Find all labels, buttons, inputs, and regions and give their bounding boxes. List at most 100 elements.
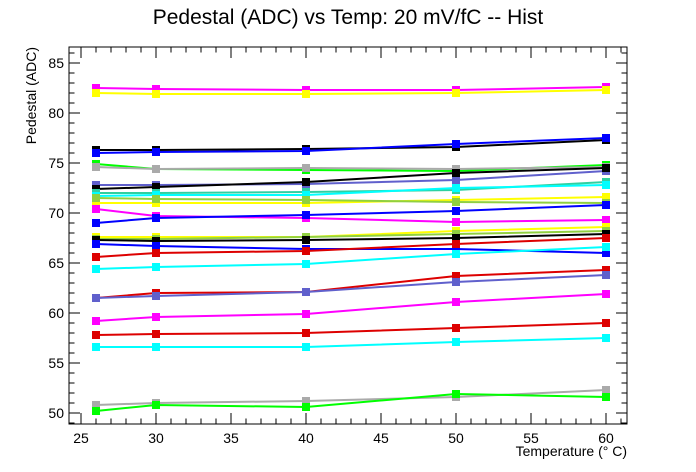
data-point <box>152 242 160 250</box>
series-23 <box>92 290 610 325</box>
data-point <box>602 201 610 209</box>
data-point <box>452 140 460 148</box>
data-point <box>92 84 100 92</box>
y-tick-label: 85 <box>48 55 64 71</box>
data-point <box>452 169 460 177</box>
data-point <box>452 184 460 192</box>
data-point <box>92 205 100 213</box>
data-point <box>452 338 460 346</box>
x-axis-label: Temperature (° C) <box>516 443 627 459</box>
data-point <box>152 330 160 338</box>
series-25 <box>92 334 610 351</box>
y-tick-label: 70 <box>48 205 64 221</box>
data-point <box>452 324 460 332</box>
data-point <box>152 148 160 156</box>
data-point <box>302 288 310 296</box>
data-point <box>602 86 610 94</box>
data-point <box>92 317 100 325</box>
data-point <box>452 198 460 206</box>
series-20 <box>92 243 610 273</box>
data-point <box>302 343 310 351</box>
data-point <box>302 164 310 172</box>
data-point <box>92 294 100 302</box>
data-point <box>152 195 160 203</box>
data-point <box>92 331 100 339</box>
data-point <box>152 313 160 321</box>
data-point <box>602 234 610 242</box>
data-point <box>452 89 460 97</box>
data-point <box>452 207 460 215</box>
data-point <box>302 191 310 199</box>
x-tick-label: 25 <box>73 430 89 446</box>
data-point <box>452 234 460 242</box>
data-point <box>152 85 160 93</box>
data-point <box>452 245 460 253</box>
data-point <box>92 253 100 261</box>
data-point <box>152 343 160 351</box>
y-tick-label: 60 <box>48 305 64 321</box>
data-point <box>452 298 460 306</box>
data-point <box>152 165 160 173</box>
x-tick-label: 35 <box>223 430 239 446</box>
data-point <box>602 393 610 401</box>
data-point <box>602 386 610 394</box>
series-27 <box>92 390 610 415</box>
data-point <box>602 134 610 142</box>
data-point <box>152 249 160 257</box>
data-point <box>602 290 610 298</box>
data-point <box>92 199 100 207</box>
plot-frame <box>68 46 628 425</box>
data-point <box>92 219 100 227</box>
data-point <box>92 343 100 351</box>
data-point <box>452 176 460 184</box>
data-point <box>452 250 460 258</box>
data-point <box>152 183 160 191</box>
data-point <box>152 237 160 245</box>
data-point <box>92 265 100 273</box>
data-point <box>602 243 610 251</box>
data-point <box>152 401 160 409</box>
data-point <box>602 271 610 279</box>
data-point <box>92 194 100 202</box>
data-point <box>602 334 610 342</box>
series-4 <box>92 134 610 157</box>
data-point <box>302 196 310 204</box>
y-tick-label: 55 <box>48 355 64 371</box>
data-point <box>152 292 160 300</box>
chart-title: Pedestal (ADC) vs Temp: 20 mV/fC -- Hist <box>153 6 544 29</box>
data-point <box>602 164 610 172</box>
x-tick-label: 60 <box>598 430 614 446</box>
y-axis-label: Pedestal (ADC) <box>23 47 39 144</box>
data-point <box>152 90 160 98</box>
data-point <box>452 218 460 226</box>
y-tick-label: 75 <box>48 155 64 171</box>
data-point <box>302 403 310 411</box>
data-point <box>302 90 310 98</box>
data-point <box>92 407 100 415</box>
data-point <box>92 401 100 409</box>
data-point <box>92 240 100 248</box>
data-point <box>302 236 310 244</box>
series-24 <box>92 319 610 339</box>
x-tick-label: 55 <box>523 430 539 446</box>
data-point <box>602 193 610 201</box>
series-19 <box>92 234 610 261</box>
data-point <box>602 249 610 257</box>
data-point <box>302 329 310 337</box>
data-point <box>152 263 160 271</box>
data-point <box>152 214 160 222</box>
data-point <box>302 247 310 255</box>
data-point <box>302 178 310 186</box>
data-point <box>302 310 310 318</box>
series-2 <box>92 86 610 98</box>
data-point <box>602 181 610 189</box>
x-tick-label: 45 <box>373 430 389 446</box>
data-point <box>302 211 310 219</box>
data-point <box>602 266 610 274</box>
series-22 <box>92 271 610 302</box>
data-point <box>302 147 310 155</box>
series-14 <box>92 201 610 227</box>
data-point <box>302 260 310 268</box>
data-point <box>452 240 460 248</box>
